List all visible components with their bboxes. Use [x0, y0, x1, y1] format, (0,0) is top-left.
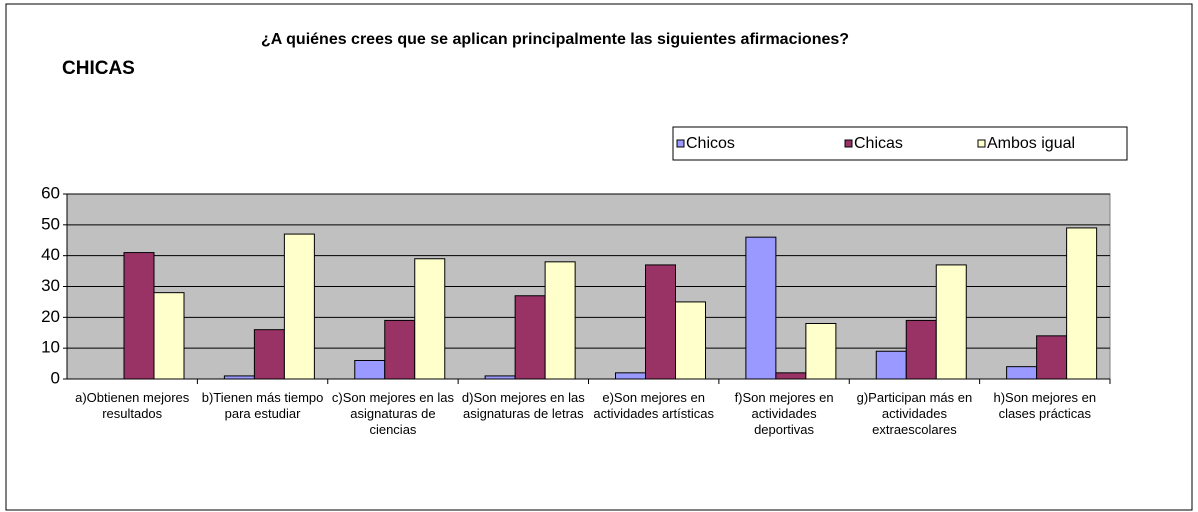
y-tick-label: 40: [41, 245, 60, 264]
bar: [905, 319, 937, 380]
bar: [745, 236, 777, 380]
bar: [123, 252, 155, 380]
bar: [875, 350, 907, 380]
x-tick-label: h)Son mejores en clases prácticas: [993, 390, 1097, 421]
chart-subtitle: CHICAS: [62, 58, 135, 79]
bar: [354, 360, 386, 380]
x-tick-label: e)Son mejores en actividades artísticas: [593, 390, 715, 421]
bar: [153, 292, 185, 380]
bar: [805, 323, 837, 380]
legend-box: [672, 126, 1128, 161]
bar: [1036, 335, 1068, 380]
bar: [1006, 366, 1038, 380]
bar: [615, 372, 646, 380]
x-tick-label: c)Son mejores en las asignaturas de cien…: [331, 390, 454, 437]
y-tick-label: 20: [41, 307, 60, 326]
bar: [253, 329, 285, 380]
bar: [935, 264, 967, 380]
y-tick-label: 10: [41, 338, 60, 357]
legend-swatch: [676, 139, 685, 148]
bar: [283, 233, 315, 380]
bar: [775, 372, 807, 380]
bar: [223, 375, 255, 380]
legend-swatch: [844, 139, 853, 148]
legend-swatch: [977, 139, 986, 148]
x-tick-label: d)Son mejores en las asignaturas de letr…: [461, 390, 585, 421]
bar: [484, 375, 516, 380]
x-tick-label: a)Obtienen mejores resultados: [75, 390, 190, 421]
bar: [645, 264, 676, 380]
y-tick-label: 60: [41, 183, 60, 202]
x-tick-label: f)Son mejores en actividades deportivas: [734, 390, 834, 437]
y-tick-label: 0: [51, 368, 60, 387]
legend-label: Ambos igual: [987, 135, 1075, 152]
bar: [514, 295, 546, 380]
bar: [1066, 227, 1098, 380]
y-tick-label: 30: [41, 276, 60, 295]
y-tick-label: 50: [41, 214, 60, 233]
bar: [384, 319, 416, 380]
legend-label: Chicos: [686, 135, 735, 152]
x-tick-label: g)Participan más en actividades extraesc…: [856, 390, 973, 437]
bar: [675, 301, 706, 380]
bar: [414, 258, 446, 380]
legend-label: Chicas: [854, 135, 903, 152]
x-tick-label: b)Tienen más tiempo para estudiar: [201, 390, 324, 421]
bar: [544, 261, 576, 380]
chart-title: ¿A quiénes crees que se aplican principa…: [261, 31, 849, 48]
